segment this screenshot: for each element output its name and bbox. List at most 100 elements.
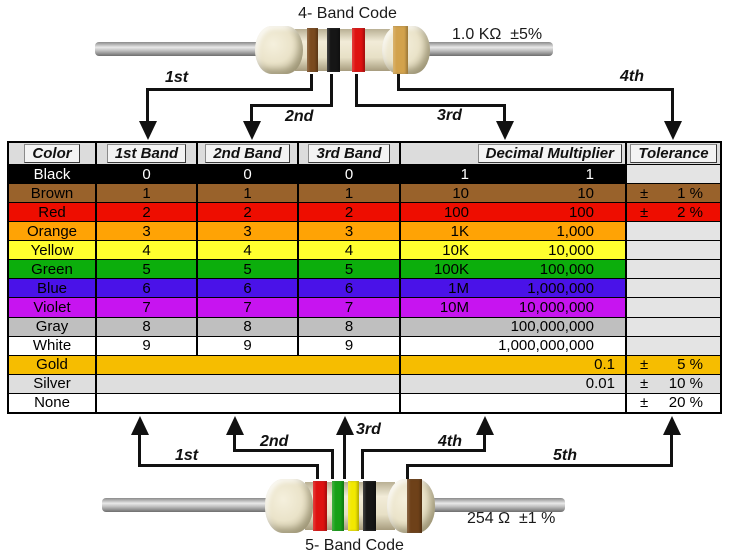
tolerance-cell xyxy=(625,335,722,356)
color-name-cell: Gold xyxy=(7,354,97,375)
band2-digit-cell: 3 xyxy=(196,221,299,242)
column-header: Decimal Multiplier xyxy=(399,141,627,165)
band2-digit-cell: 8 xyxy=(196,316,299,337)
column-header: Color xyxy=(7,141,97,165)
decimal-multiplier-cell: 100,000,000 xyxy=(399,316,627,337)
tolerance-cell: ±20 % xyxy=(625,392,722,414)
color-name-cell: Red xyxy=(7,202,97,223)
table-row-gold: Gold 0.1 ±5 % xyxy=(7,354,722,375)
color-name-cell: White xyxy=(7,335,97,356)
arrow-label-top-1st: 1st xyxy=(165,69,189,86)
band3-digit-cell: 1 xyxy=(297,183,401,204)
plus-minus-sign: ± xyxy=(640,394,649,412)
plus-minus-sign: ± xyxy=(640,375,649,393)
column-header: Tolerance xyxy=(625,141,722,165)
decimal-multiplier-cell: 1M 1,000,000 xyxy=(399,278,627,299)
resistor-body-end xyxy=(255,26,303,74)
five-band-title: 5- Band Code xyxy=(305,537,404,554)
decimal-multiplier-cell: 0.1 xyxy=(399,354,627,375)
color-name-cell: Violet xyxy=(7,297,97,318)
resistor-body-end xyxy=(265,479,313,533)
table-row-silver: Silver 0.01 ±10 % xyxy=(7,373,722,394)
band-green-icon xyxy=(332,481,344,531)
merged-band-cell xyxy=(95,354,401,375)
tolerance-value: 10 % xyxy=(668,375,703,393)
band2-digit-cell: 7 xyxy=(196,297,299,318)
color-name-cell: Brown xyxy=(7,183,97,204)
arrow-label-bottom-1st: 1st xyxy=(175,447,199,464)
merged-band-cell xyxy=(95,392,401,414)
tolerance-cell xyxy=(625,278,722,299)
column-header: 3rd Band xyxy=(297,141,401,165)
resistor-bands xyxy=(255,26,430,74)
decimal-multiplier-cell xyxy=(399,392,627,414)
tolerance-value: 20 % xyxy=(668,394,703,412)
band3-digit-cell: 9 xyxy=(297,335,401,356)
decimal-multiplier-cell: 10M 10,000,000 xyxy=(399,297,627,318)
band-yellow-icon xyxy=(348,481,359,531)
five-band-value-label: 254 Ω ±1 % xyxy=(467,510,556,527)
multiplier-long: 0.01 xyxy=(585,375,615,393)
arrow-label-bottom-5th: 5th xyxy=(553,447,577,464)
band3-digit-cell: 7 xyxy=(297,297,401,318)
color-name-cell: Silver xyxy=(7,373,97,394)
color-name-cell: Black xyxy=(7,163,97,185)
band3-digit-cell: 0 xyxy=(297,163,401,185)
color-name-cell: None xyxy=(7,392,97,414)
arrow-label-top-3rd: 3rd xyxy=(437,107,462,124)
band1-digit-cell: 8 xyxy=(95,316,198,337)
tolerance-cell xyxy=(625,316,722,337)
band1-digit-cell: 1 xyxy=(95,183,198,204)
band2-digit-cell: 5 xyxy=(196,259,299,280)
tolerance-value: 2 % xyxy=(677,203,703,221)
color-name-cell: Gray xyxy=(7,316,97,337)
multiplier-short: 100 xyxy=(443,203,469,221)
band-gold-icon xyxy=(393,26,408,74)
decimal-multiplier-cell: 10 10 xyxy=(399,183,627,204)
four-band-value-label: 1.0 KΩ ±5% xyxy=(452,26,543,43)
table-row-none: None ±20 % xyxy=(7,392,722,414)
column-header: 2nd Band xyxy=(196,141,299,165)
tolerance-cell: ±5 % xyxy=(625,354,722,375)
decimal-multiplier-cell: 0.01 xyxy=(399,373,627,394)
band2-digit-cell: 6 xyxy=(196,278,299,299)
merged-band-cell xyxy=(95,373,401,394)
band1-digit-cell: 4 xyxy=(95,240,198,261)
multiplier-long: 10,000 xyxy=(548,241,594,259)
multiplier-short: 1 xyxy=(460,165,469,183)
four-band-title: 4- Band Code xyxy=(298,5,397,22)
band1-digit-cell: 5 xyxy=(95,259,198,280)
arrow-label-top-4th: 4th xyxy=(620,68,644,85)
band2-digit-cell: 1 xyxy=(196,183,299,204)
band3-digit-cell: 4 xyxy=(297,240,401,261)
band1-digit-cell: 9 xyxy=(95,335,198,356)
band2-digit-cell: 2 xyxy=(196,202,299,223)
tolerance-cell: ±10 % xyxy=(625,373,722,394)
table-row-white: White 9 9 9 1,000,000,000 xyxy=(7,335,722,356)
color-code-table-grid: Color 1st Band 2nd Band 3rd Band Decimal Mul… xyxy=(7,141,722,414)
tolerance-cell xyxy=(625,240,722,261)
band-red-icon xyxy=(313,481,327,531)
band3-digit-cell: 5 xyxy=(297,259,401,280)
table-row-blue: Blue 6 6 6 1M 1,000,000 xyxy=(7,278,722,299)
plus-minus-sign: ± xyxy=(640,203,649,221)
color-code-table: Color 1st Band 2nd Band 3rd Band Decimal Mul… xyxy=(7,141,722,414)
color-name-cell: Green xyxy=(7,259,97,280)
tolerance-value: 5 % xyxy=(677,356,703,374)
multiplier-short: 1K xyxy=(450,222,469,240)
tolerance-cell xyxy=(625,163,722,185)
band1-digit-cell: 2 xyxy=(95,202,198,223)
arrow-label-bottom-2nd: 2nd xyxy=(260,433,289,450)
table-row-violet: Violet 7 7 7 10M 10,000,000 xyxy=(7,297,722,318)
arrow-label-bottom-4th: 4th xyxy=(438,433,462,450)
band2-digit-cell: 9 xyxy=(196,335,299,356)
table-header-row: Color 1st Band 2nd Band 3rd Band Decimal Mul… xyxy=(7,141,722,165)
table-row-black: Black 0 0 0 1 1 xyxy=(7,163,722,185)
table-row-orange: Orange 3 3 3 1K 1,000 xyxy=(7,221,722,242)
band3-digit-cell: 3 xyxy=(297,221,401,242)
band1-digit-cell: 0 xyxy=(95,163,198,185)
decimal-multiplier-cell: 1,000,000,000 xyxy=(399,335,627,356)
band3-digit-cell: 2 xyxy=(297,202,401,223)
